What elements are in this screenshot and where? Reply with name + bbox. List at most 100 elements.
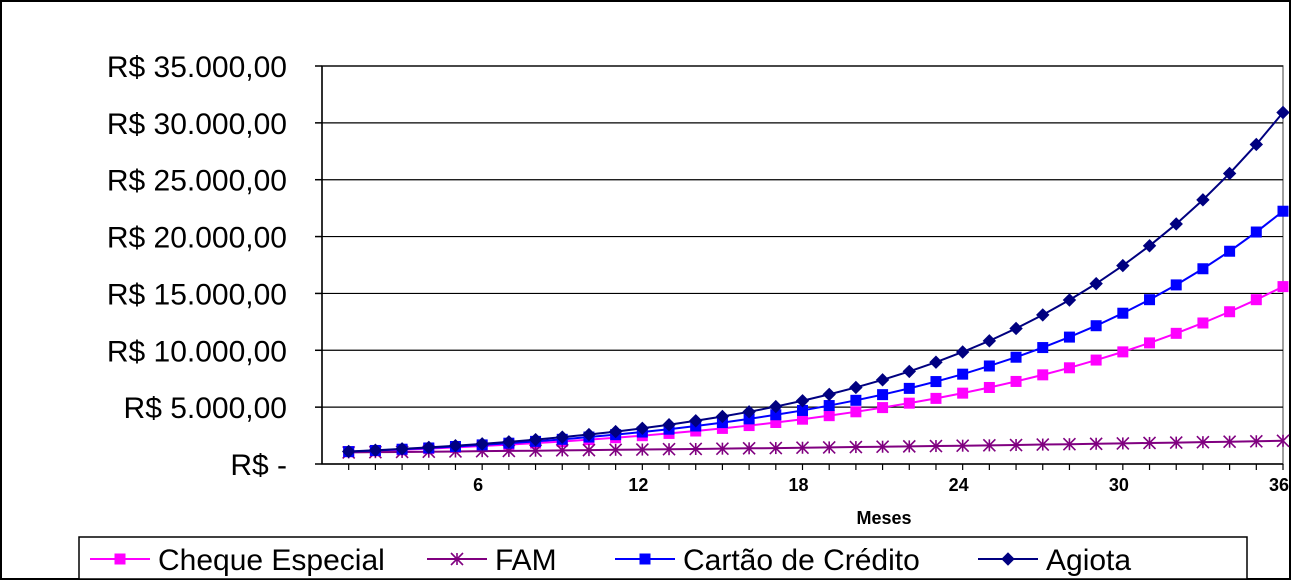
data-point <box>742 441 756 455</box>
data-point <box>422 440 436 455</box>
data-point <box>1009 321 1023 336</box>
gridlines <box>322 65 1283 408</box>
data-point <box>1170 327 1182 339</box>
x-tick-label: 18 <box>788 475 808 495</box>
data-point <box>689 442 703 456</box>
legend-item-1: FAM <box>427 544 557 577</box>
data-point <box>849 380 863 395</box>
data-point <box>1010 351 1022 363</box>
data-point <box>795 394 810 408</box>
data-point <box>635 421 650 436</box>
x-tick-label: 6 <box>473 475 483 495</box>
data-point <box>1142 436 1157 450</box>
data-point <box>1250 294 1262 306</box>
data-point <box>982 334 997 348</box>
legend-item-0: Cheque Especial <box>90 544 385 577</box>
data-point <box>1063 362 1075 374</box>
data-point <box>983 381 995 393</box>
data-point <box>609 443 623 457</box>
data-point <box>1037 369 1049 381</box>
data-point <box>1169 217 1183 231</box>
data-point <box>929 439 943 453</box>
data-point <box>1276 434 1290 448</box>
data-point <box>955 345 970 359</box>
data-point <box>823 400 835 412</box>
data-point <box>769 441 783 455</box>
y-tick-label: R$ 10.000,00 <box>107 335 287 368</box>
data-point <box>1090 354 1102 366</box>
data-point <box>1116 258 1130 273</box>
data-point <box>1116 436 1130 450</box>
y-tick-label: R$ 20.000,00 <box>107 222 287 255</box>
data-point <box>877 389 889 401</box>
y-tick-label: R$ - <box>230 449 287 482</box>
data-point <box>395 442 409 456</box>
data-point <box>957 387 969 399</box>
data-point <box>502 435 516 449</box>
data-point <box>662 442 676 456</box>
data-point <box>850 406 862 418</box>
data-point <box>902 439 916 453</box>
data-point <box>715 409 730 424</box>
data-point <box>903 382 915 394</box>
data-point <box>1224 306 1236 318</box>
data-point <box>1117 346 1129 358</box>
data-point <box>929 355 943 369</box>
legend-item-3: Agiota <box>978 544 1131 577</box>
data-point <box>903 397 915 409</box>
data-point <box>1197 263 1209 275</box>
data-point <box>1277 205 1289 217</box>
data-point <box>876 440 890 454</box>
legend-marker <box>114 553 126 565</box>
data-point <box>1036 308 1050 322</box>
y-tick-labels: R$ - R$ 5.000,00 R$ 10.000,00 R$ 15.000,00 R… <box>107 51 322 482</box>
data-point <box>1197 317 1209 329</box>
data-point <box>877 402 889 414</box>
x-tick-label: 36 <box>1269 475 1289 495</box>
series-3 <box>341 105 1290 459</box>
data-point <box>528 432 543 447</box>
legend-label: Cheque Especial <box>158 544 385 577</box>
y-tick-label: R$ 25.000,00 <box>107 165 287 198</box>
data-point <box>1169 436 1183 450</box>
data-point <box>1142 239 1157 253</box>
data-point <box>715 442 729 456</box>
data-point <box>608 424 623 439</box>
data-point <box>1196 435 1210 449</box>
legend-label: Cartão de Crédito <box>683 544 920 577</box>
data-point <box>1036 437 1050 452</box>
data-point <box>1037 342 1049 354</box>
data-point <box>1224 245 1236 257</box>
data-point <box>475 437 489 451</box>
data-point <box>1249 137 1264 152</box>
y-tick-label: R$ 35.000,00 <box>107 51 287 84</box>
y-tick-label: R$ 15.000,00 <box>107 278 287 311</box>
data-point <box>850 394 862 406</box>
data-point <box>582 443 596 457</box>
data-point <box>448 438 463 453</box>
data-point <box>982 438 996 452</box>
data-point <box>849 440 863 454</box>
data-point <box>875 373 890 387</box>
x-tick-label: 12 <box>628 475 648 495</box>
data-point <box>823 410 835 422</box>
series-line-1 <box>348 439 1284 454</box>
data-point <box>822 440 836 454</box>
x-axis-label: Meses <box>856 508 911 528</box>
data-point <box>1089 276 1103 291</box>
data-point <box>1117 307 1129 319</box>
data-point <box>1089 437 1103 451</box>
data-point <box>1090 320 1102 332</box>
legend-label: Agiota <box>1046 544 1131 577</box>
x-tick-label: 24 <box>949 475 969 495</box>
data-point <box>1144 337 1156 349</box>
data-point <box>1222 166 1237 181</box>
data-point <box>1170 279 1182 291</box>
data-point <box>1009 438 1023 452</box>
data-point <box>662 418 676 432</box>
data-point <box>742 405 756 419</box>
data-point <box>1196 193 1210 207</box>
legend-marker <box>450 552 464 566</box>
